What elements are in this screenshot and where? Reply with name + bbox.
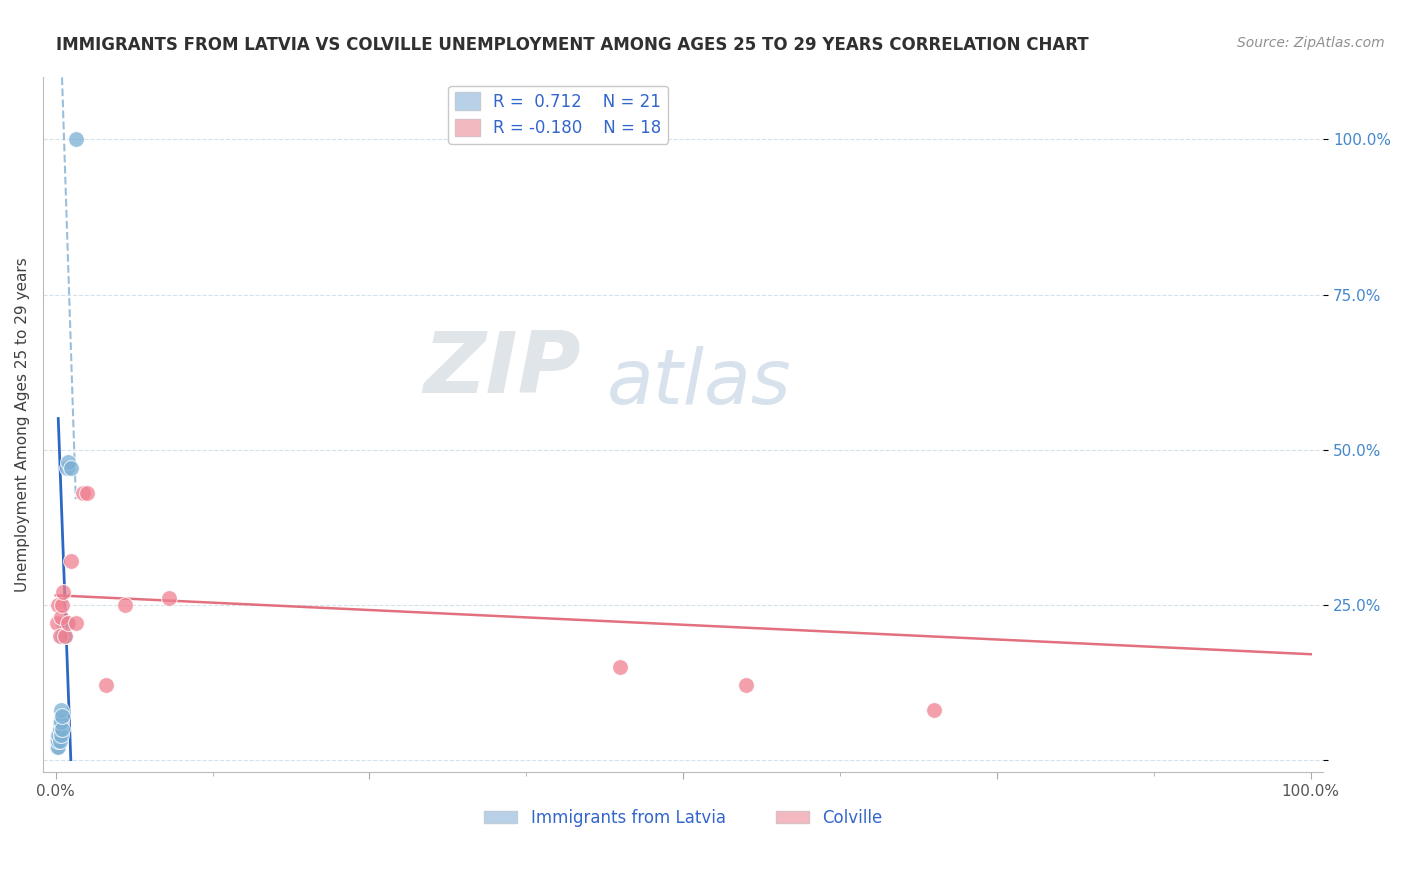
Point [46, 616, 69, 631]
Point [65, 132, 87, 146]
Y-axis label: Unemployment Among Ages 25 to 29 years: Unemployment Among Ages 25 to 29 years [15, 258, 30, 592]
Point [59, 554, 82, 568]
Text: ZIP: ZIP [423, 327, 581, 410]
Point [76, 486, 98, 500]
Point [735, 678, 758, 692]
Point [46, 598, 69, 612]
Point [48, 722, 70, 736]
Text: Source: ZipAtlas.com: Source: ZipAtlas.com [1237, 36, 1385, 50]
Point [51, 598, 73, 612]
Point [58, 455, 80, 469]
Point [51, 629, 73, 643]
Point [72, 486, 94, 500]
Point [46, 740, 69, 755]
Point [49, 610, 72, 624]
Point [58, 616, 80, 631]
Point [51, 709, 73, 723]
Point [48, 629, 70, 643]
Point [48, 734, 70, 748]
Point [51, 722, 73, 736]
Point [49, 715, 72, 730]
Point [53, 629, 76, 643]
Point [114, 598, 136, 612]
Point [46, 740, 69, 755]
Point [49, 728, 72, 742]
Text: IMMIGRANTS FROM LATVIA VS COLVILLE UNEMPLOYMENT AMONG AGES 25 TO 29 YEARS CORREL: IMMIGRANTS FROM LATVIA VS COLVILLE UNEMP… [56, 36, 1088, 54]
Text: atlas: atlas [606, 346, 792, 420]
Point [46, 734, 69, 748]
Point [94, 678, 117, 692]
Point [56, 461, 79, 475]
Point [48, 715, 70, 730]
Point [59, 461, 82, 475]
Point [609, 659, 631, 673]
Point [52, 585, 75, 599]
Point [46, 734, 69, 748]
Point [65, 616, 87, 631]
Point [52, 616, 75, 631]
Point [157, 591, 180, 606]
Point [922, 703, 945, 717]
Point [49, 703, 72, 717]
Point [53, 629, 76, 643]
Point [46, 728, 69, 742]
Point [55, 616, 77, 631]
Legend: Immigrants from Latvia, Colville: Immigrants from Latvia, Colville [477, 802, 889, 833]
